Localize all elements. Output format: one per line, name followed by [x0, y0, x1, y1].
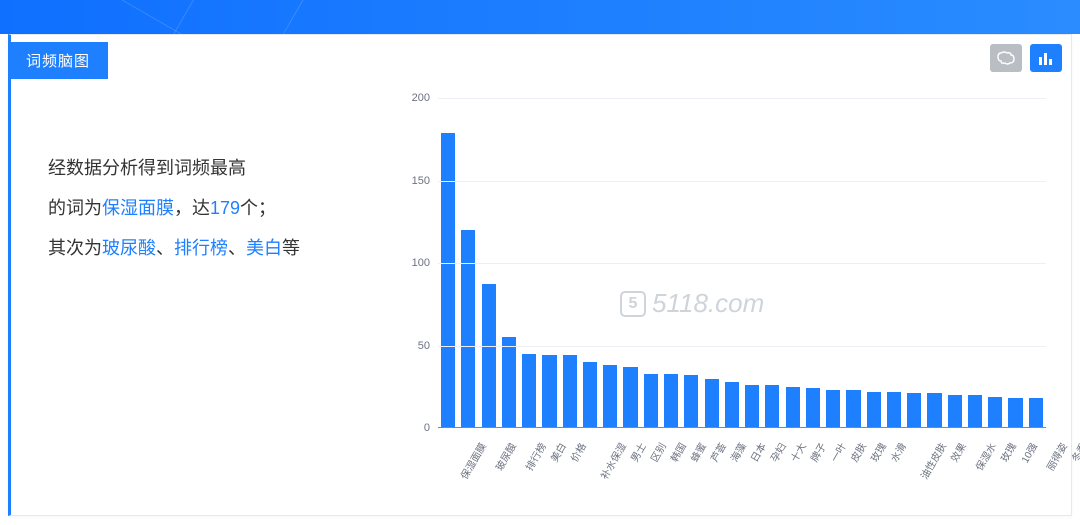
bar[interactable] — [907, 393, 921, 428]
y-tick-label: 0 — [402, 422, 430, 434]
brain-view-button[interactable] — [990, 44, 1022, 72]
kw3: 排行榜 — [174, 238, 228, 258]
kw4: 美白 — [246, 238, 282, 258]
summary-l2c: 个； — [240, 198, 276, 218]
bar[interactable] — [502, 337, 516, 428]
bar[interactable] — [563, 355, 577, 428]
bar[interactable] — [927, 393, 941, 428]
bar[interactable] — [806, 388, 820, 428]
kw2: 玻尿酸 — [102, 238, 156, 258]
header-stripe — [0, 0, 1080, 34]
bar[interactable] — [461, 230, 475, 428]
bar[interactable] — [846, 390, 860, 428]
summary-line-3: 其次为玻尿酸、排行榜、美白等 — [48, 228, 378, 268]
sep2: 、 — [228, 238, 246, 258]
bar[interactable] — [522, 354, 536, 428]
bar[interactable] — [603, 365, 617, 428]
bar[interactable] — [887, 392, 901, 428]
bar[interactable] — [765, 385, 779, 428]
bar[interactable] — [441, 133, 455, 428]
x-tick: 补水保湿 — [578, 430, 618, 445]
brain-view-icon — [997, 51, 1015, 65]
x-tick-label: 油性皮肤 — [916, 439, 949, 481]
x-tick-label: 玻尿酸 — [491, 439, 519, 472]
bar[interactable] — [664, 374, 678, 428]
grid-line — [438, 263, 1046, 264]
bar[interactable] — [826, 390, 840, 428]
bar[interactable] — [968, 395, 982, 428]
summary-line-1: 经数据分析得到词频最高 — [48, 148, 378, 188]
top-word: 保湿面膜 — [102, 198, 174, 218]
bar-chart: 050100150200 保湿面膜玻尿酸排行榜美白价格补水保湿男士区别韩国蜂蜜芦… — [404, 90, 1054, 500]
view-toggle-toolbar — [990, 44, 1062, 72]
bar-chart-icon — [1038, 51, 1054, 65]
bar-chart-view-button[interactable] — [1030, 44, 1062, 72]
bar[interactable] — [542, 355, 556, 428]
bar[interactable] — [583, 362, 597, 428]
x-tick: 油性皮肤 — [898, 430, 938, 445]
x-tick-label: 补水保湿 — [596, 439, 629, 481]
bar[interactable] — [786, 387, 800, 428]
tab-label: 词频脑图 — [26, 53, 90, 70]
bar[interactable] — [644, 374, 658, 428]
bar[interactable] — [705, 379, 719, 429]
y-tick-label: 150 — [402, 175, 430, 187]
summary-l2b: ，达 — [174, 198, 210, 218]
x-tick: 保湿面膜 — [438, 430, 478, 445]
bar[interactable] — [1029, 398, 1043, 428]
page-root: 词频脑图 经数据分析得到词频最高 的词为保湿面膜，达179个； 其次为玻尿酸、排… — [0, 0, 1080, 525]
bar[interactable] — [745, 385, 759, 428]
summary-line-2: 的词为保湿面膜，达179个； — [48, 188, 378, 228]
bar[interactable] — [482, 284, 496, 428]
bar[interactable] — [725, 382, 739, 428]
bar[interactable] — [623, 367, 637, 428]
summary-l2a: 的词为 — [48, 198, 102, 218]
summary-l1: 经数据分析得到词频最高 — [48, 158, 246, 178]
top-count: 179 — [210, 198, 240, 218]
y-tick-label: 50 — [402, 340, 430, 352]
x-ticks: 保湿面膜玻尿酸排行榜美白价格补水保湿男士区别韩国蜂蜜芦荟海藻日本孕妇十大牌子一叶… — [438, 430, 1046, 445]
grid-line — [438, 98, 1046, 99]
bar[interactable] — [948, 395, 962, 428]
grid-line — [438, 346, 1046, 347]
x-axis-line — [438, 427, 1046, 428]
summary-l3b: 等 — [282, 238, 300, 258]
bar[interactable] — [867, 392, 881, 428]
y-tick-label: 100 — [402, 257, 430, 269]
bar[interactable] — [988, 397, 1002, 428]
y-tick-label: 200 — [402, 92, 430, 104]
sep1: 、 — [156, 238, 174, 258]
bar[interactable] — [1008, 398, 1022, 428]
tab-word-frequency[interactable]: 词频脑图 — [8, 42, 108, 79]
plot-area: 050100150200 — [438, 98, 1046, 428]
x-tick-label: 保湿面膜 — [456, 439, 489, 481]
summary-l3a: 其次为 — [48, 238, 102, 258]
bar[interactable] — [684, 375, 698, 428]
summary-text: 经数据分析得到词频最高 的词为保湿面膜，达179个； 其次为玻尿酸、排行榜、美白… — [48, 148, 378, 268]
grid-line — [438, 181, 1046, 182]
